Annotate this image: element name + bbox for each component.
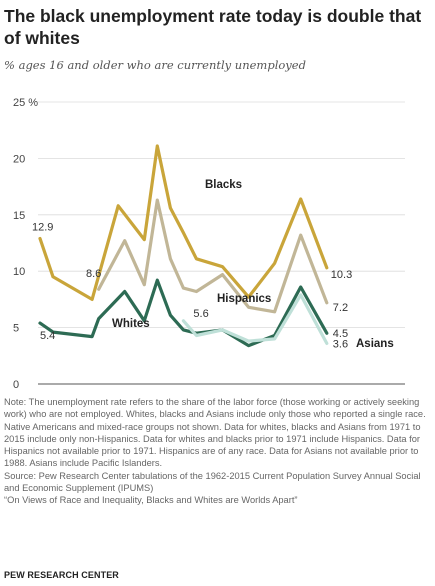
data-label: 3.6	[333, 338, 348, 350]
series-label-asians: Asians	[356, 338, 394, 350]
notes-section: Note: The unemployment rate refers to th…	[4, 396, 432, 507]
report-title: “On Views of Race and Inequality, Blacks…	[4, 495, 298, 506]
data-label: 4.5	[333, 328, 348, 340]
data-label: 8.6	[86, 268, 101, 280]
y-tick-label: 5	[13, 323, 19, 335]
data-labels: 12.9 10.3 8.6 7.2 5.4 5.6 4.53.6	[32, 221, 352, 350]
data-label: 5.4	[40, 330, 55, 342]
series-line-hispanics	[97, 198, 329, 314]
series-line-whites	[38, 278, 329, 348]
data-label: 10.3	[331, 269, 352, 281]
pew-logo-text: PEW RESEARCH CENTER	[4, 570, 119, 580]
series-lines	[38, 144, 329, 348]
series-label-blacks: Blacks	[205, 179, 242, 191]
data-label: 5.6	[193, 308, 208, 320]
series-line-asians	[181, 293, 329, 345]
y-tick-label: 0	[13, 379, 19, 391]
y-axis-ticks: 0 5 10 15 20 25 %	[13, 97, 38, 391]
chart-title: The black unemployment rate today is dou…	[4, 6, 422, 48]
data-label: 7.2	[333, 302, 348, 314]
source-text: Source: Pew Research Center tabulations …	[4, 470, 421, 494]
y-tick-label: 15	[13, 210, 25, 222]
gridlines	[38, 101, 405, 385]
series-label-hispanics: Hispanics	[217, 293, 271, 305]
series-line-blacks	[38, 144, 329, 301]
y-tick-label: 10	[13, 266, 25, 278]
note-text: Note: The unemployment rate refers to th…	[4, 397, 426, 469]
series-label-whites: Whites	[112, 318, 150, 330]
data-label: 12.9	[32, 221, 53, 233]
series-labels: Blacks Hispanics Whites Asians	[112, 179, 394, 350]
y-tick-label: 20	[13, 153, 25, 165]
y-tick-label: 25 %	[13, 97, 38, 109]
chart-subtitle: % ages 16 and older who are currently un…	[4, 58, 306, 72]
